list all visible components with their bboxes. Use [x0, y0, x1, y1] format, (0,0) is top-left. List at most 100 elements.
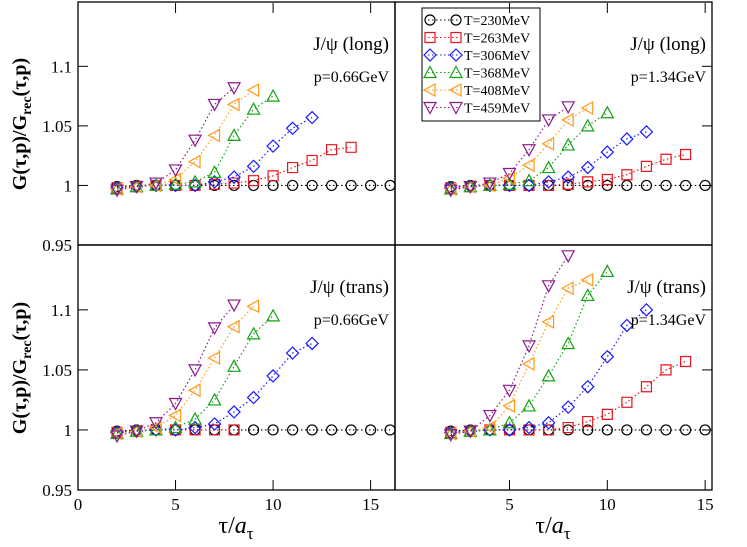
marker [169, 424, 182, 436]
marker [543, 179, 555, 192]
series-line [450, 255, 569, 436]
y-axis-label: G(τ,p)/Grec(τ,p) [9, 302, 35, 434]
marker [188, 178, 202, 193]
marker [543, 424, 555, 436]
marker [600, 264, 615, 278]
marker [502, 423, 517, 437]
marker [483, 178, 497, 193]
marker [443, 429, 458, 443]
marker [207, 417, 222, 431]
marker [207, 350, 221, 365]
marker [522, 173, 537, 187]
x-tick-label: 5 [505, 495, 514, 514]
marker [502, 384, 517, 398]
marker [502, 398, 516, 413]
marker [266, 88, 281, 102]
marker [110, 181, 125, 195]
marker [679, 355, 692, 368]
series-line [116, 89, 254, 190]
marker [424, 31, 436, 44]
marker [639, 303, 654, 317]
marker [502, 171, 516, 186]
marker [580, 379, 595, 394]
marker [541, 314, 555, 329]
x-tick-label: 10 [265, 495, 282, 514]
marker [660, 364, 672, 376]
marker [306, 154, 318, 167]
x-tick-label: 5 [171, 495, 180, 514]
marker [129, 181, 144, 194]
marker [285, 346, 300, 360]
marker [227, 405, 241, 419]
series-line [450, 184, 706, 188]
marker [188, 364, 203, 378]
y-axis-label-part: G(τ,p)/G [9, 358, 31, 434]
marker [600, 145, 615, 159]
marker [562, 421, 574, 434]
marker [306, 179, 318, 192]
marker [168, 408, 182, 423]
marker [443, 184, 458, 198]
marker [621, 396, 633, 408]
marker [640, 179, 653, 192]
marker [450, 31, 462, 44]
series-line [450, 112, 608, 190]
marker [620, 318, 634, 333]
marker [266, 139, 280, 153]
marker [305, 110, 319, 125]
marker [365, 179, 377, 192]
marker [110, 430, 125, 444]
legend-label: T=368MeV [464, 67, 530, 82]
marker [580, 101, 594, 116]
marker [541, 415, 556, 430]
legend-label: T=306MeV [464, 49, 530, 64]
x-axis-label: τ/aτ [218, 513, 253, 543]
legend-label: T=230MeV [464, 14, 530, 29]
marker [679, 424, 692, 436]
marker [600, 349, 615, 364]
marker [423, 48, 437, 62]
marker [149, 178, 163, 193]
marker [449, 48, 463, 62]
x-axis-label-part: τ/ [535, 513, 552, 539]
y-axis-label-part: G(τ,p)/G [9, 114, 31, 190]
marker [168, 172, 182, 187]
marker [207, 98, 222, 112]
marker [422, 65, 438, 79]
marker [463, 181, 478, 194]
marker [228, 424, 240, 436]
marker [345, 179, 357, 192]
marker [660, 179, 672, 192]
marker [227, 82, 242, 96]
marker [601, 179, 613, 192]
marker [148, 420, 162, 435]
marker [560, 112, 574, 127]
marker [422, 101, 438, 115]
marker [580, 272, 594, 287]
marker [639, 124, 654, 139]
marker [580, 118, 595, 132]
x-axis-label-part: τ/ [218, 513, 235, 539]
marker [207, 175, 222, 189]
marker [621, 424, 633, 436]
marker [306, 424, 318, 436]
panel-subtitle: p=0.66GeV [314, 312, 390, 329]
marker [227, 128, 242, 142]
marker [522, 178, 536, 193]
marker [660, 424, 672, 436]
y-axis-label-part: (τ,p) [9, 302, 31, 341]
marker [541, 136, 555, 151]
marker [640, 160, 653, 172]
panel-title: J/ψ (long) [630, 34, 706, 55]
marker [226, 97, 240, 112]
series-line [116, 304, 235, 437]
marker [482, 409, 497, 423]
marker [207, 322, 222, 336]
marker [463, 424, 476, 439]
marker [246, 159, 261, 174]
y-axis-label: G(τ,p)/Grec(τ,p) [9, 58, 35, 190]
marker [226, 319, 240, 334]
marker [207, 165, 222, 178]
y-tick-label: 0.95 [42, 481, 72, 500]
marker [482, 178, 497, 192]
